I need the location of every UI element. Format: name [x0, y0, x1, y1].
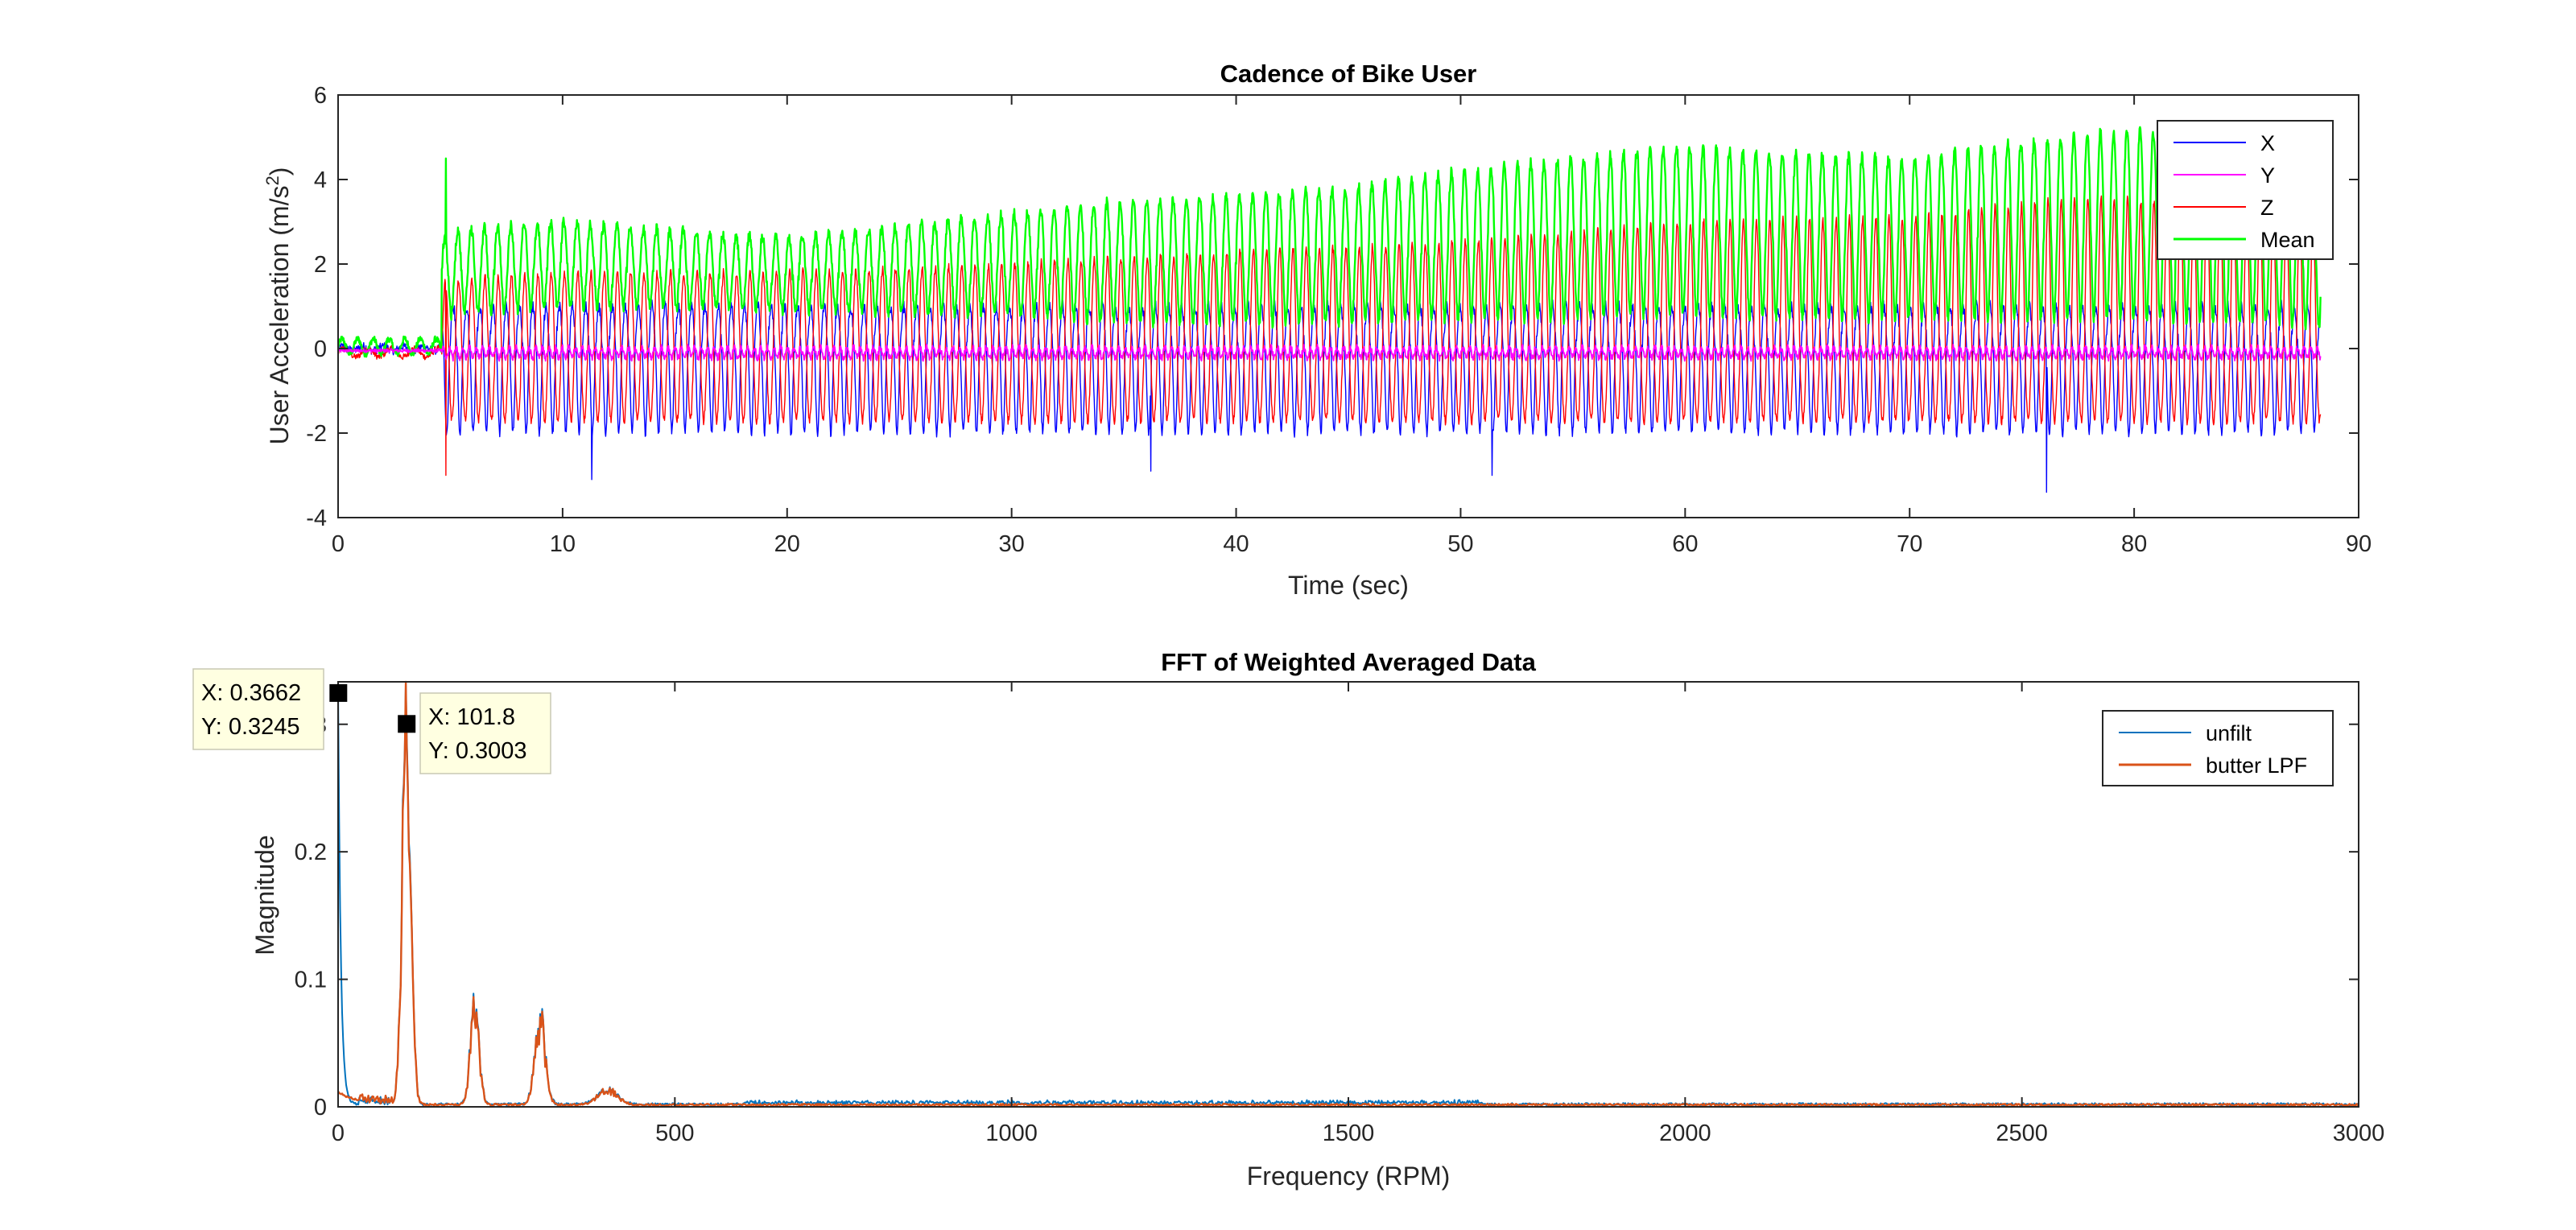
fft-chart-title: FFT of Weighted Averaged Data	[1161, 648, 1536, 676]
legend-label-y: Y	[2260, 163, 2275, 188]
cadence-chart-title: Cadence of Bike User	[1220, 60, 1477, 88]
cadence-axes-box	[337, 94, 2359, 518]
fft-x-tick-label: 500	[655, 1121, 694, 1146]
cadence-series-group	[336, 126, 2322, 493]
cadence-x-tick-label: 60	[1672, 531, 1698, 557]
datatip-cadence-peak-marker[interactable]	[398, 715, 416, 733]
cadence-x-tick-label: 70	[1897, 531, 1922, 557]
cadence-legend: X Y Z Mean	[2157, 120, 2334, 260]
legend-label-mean: Mean	[2260, 228, 2315, 252]
cadence-x-tick-label: 80	[2121, 531, 2147, 557]
datatip-cadence-peak-x: X: 101.8	[428, 704, 515, 730]
cadence-x-tick-label: 30	[999, 531, 1025, 557]
legend-label-z: Z	[2260, 196, 2274, 220]
datatip-dc-peak-y: Y: 0.3245	[201, 714, 300, 740]
fft-x-axis-label: Frequency (RPM)	[1247, 1162, 1451, 1191]
cadence-y-axis-label: User Acceleration (m/s2)	[262, 167, 294, 445]
fft-legend: unfilt butter LPF	[2102, 710, 2334, 786]
cadence-y-axis-label-close: )	[265, 167, 294, 176]
legend-label-unfilt: unfilt	[2206, 721, 2252, 745]
fft-y-tick-label: 0.2	[295, 840, 327, 865]
datatip-cadence-peak-y: Y: 0.3003	[428, 738, 527, 764]
cadence-y-tick-label: 2	[314, 252, 327, 278]
cadence-y-axis-label-superscript: 2	[262, 175, 283, 185]
legend-label-butter-lpf: butter LPF	[2206, 753, 2307, 778]
cadence-y-tick-label: -4	[306, 506, 327, 531]
cadence-legend-box	[2157, 120, 2334, 260]
datatip-dc-peak-marker[interactable]	[329, 683, 348, 702]
cadence-y-axis-label-main: User Acceleration (m/s	[265, 186, 294, 445]
fft-x-tick-label: 2000	[1659, 1121, 1711, 1146]
fft-x-tick-label: 1500	[1323, 1121, 1375, 1146]
fft-y-tick-label: 0.1	[295, 968, 327, 993]
cadence-y-tick-label: 4	[314, 167, 327, 193]
cadence-x-tick-label: 90	[2346, 531, 2372, 557]
cadence-y-tick-label: 0	[314, 336, 327, 362]
datatip-dc-peak[interactable]: X: 0.3662 Y: 0.3245	[192, 668, 348, 750]
fft-plot-area	[338, 682, 2359, 1107]
cadence-y-tick-label: -2	[306, 421, 327, 447]
cadence-ticks: 0 10 20 30 40 50 60 70 80 90 -4 -2 0 2 4 6	[306, 83, 2372, 557]
series-mean-line	[336, 126, 2322, 358]
fft-x-tick-label: 3000	[2333, 1121, 2385, 1146]
datatip-cadence-peak-box	[419, 692, 551, 774]
cadence-x-tick-label: 10	[550, 531, 576, 557]
cadence-y-tick-label: 6	[314, 83, 327, 109]
cadence-chart: 0 10 20 30 40 50 60 70 80 90 -4 -2 0 2 4 6 Cadence of B…	[262, 60, 2372, 600]
legend-label-x: X	[2260, 131, 2275, 155]
datatip-dc-peak-box	[192, 668, 324, 750]
cadence-x-tick-label: 20	[774, 531, 800, 557]
cadence-x-axis-label: Time (sec)	[1288, 571, 1409, 600]
fft-x-tick-label: 1000	[985, 1121, 1038, 1146]
datatip-dc-peak-x: X: 0.3662	[201, 680, 301, 706]
cadence-x-tick-label: 50	[1447, 531, 1473, 557]
fft-y-tick-label: 0	[314, 1095, 327, 1121]
datatip-cadence-peak[interactable]: X: 101.8 Y: 0.3003	[398, 692, 551, 774]
cadence-x-tick-label: 0	[332, 531, 345, 557]
fft-y-axis-label: Magnitude	[250, 835, 279, 955]
cadence-x-tick-label: 40	[1223, 531, 1249, 557]
fft-x-tick-label: 2500	[1996, 1121, 2048, 1146]
fft-x-tick-label: 0	[332, 1121, 345, 1146]
series-y-line	[337, 344, 2322, 362]
fft-legend-box	[2102, 710, 2334, 786]
